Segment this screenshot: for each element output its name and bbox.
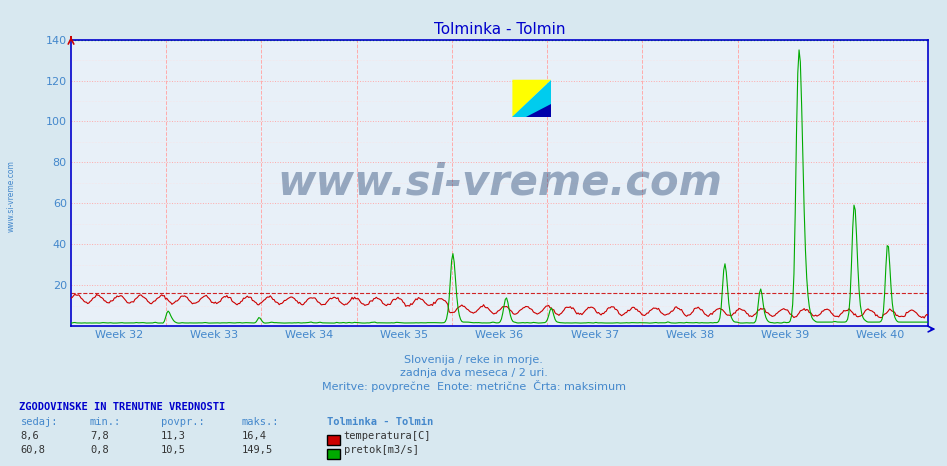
Text: 60,8: 60,8 [21, 445, 45, 455]
Text: zadnja dva meseca / 2 uri.: zadnja dva meseca / 2 uri. [400, 368, 547, 378]
Text: 149,5: 149,5 [241, 445, 273, 455]
Text: 7,8: 7,8 [90, 432, 109, 441]
Text: pretok[m3/s]: pretok[m3/s] [344, 445, 419, 455]
Title: Tolminka - Tolmin: Tolminka - Tolmin [434, 22, 565, 37]
Polygon shape [512, 80, 551, 117]
Text: www.si-vreme.com: www.si-vreme.com [7, 160, 16, 232]
Polygon shape [512, 80, 551, 117]
Text: 8,6: 8,6 [21, 432, 40, 441]
Text: maks.:: maks.: [241, 417, 279, 427]
Polygon shape [526, 104, 551, 117]
Text: 0,8: 0,8 [90, 445, 109, 455]
Text: Slovenija / reke in morje.: Slovenija / reke in morje. [404, 355, 543, 364]
Text: povpr.:: povpr.: [161, 417, 205, 427]
Text: min.:: min.: [90, 417, 121, 427]
Text: sedaj:: sedaj: [21, 417, 59, 427]
Text: 11,3: 11,3 [161, 432, 186, 441]
Text: temperatura[C]: temperatura[C] [344, 432, 431, 441]
Text: 16,4: 16,4 [241, 432, 266, 441]
Text: ZGODOVINSKE IN TRENUTNE VREDNOSTI: ZGODOVINSKE IN TRENUTNE VREDNOSTI [19, 402, 225, 412]
Text: Tolminka - Tolmin: Tolminka - Tolmin [327, 417, 433, 427]
Text: Meritve: povprečne  Enote: metrične  Črta: maksimum: Meritve: povprečne Enote: metrične Črta:… [321, 380, 626, 391]
Text: www.si-vreme.com: www.si-vreme.com [277, 162, 722, 204]
Text: 10,5: 10,5 [161, 445, 186, 455]
